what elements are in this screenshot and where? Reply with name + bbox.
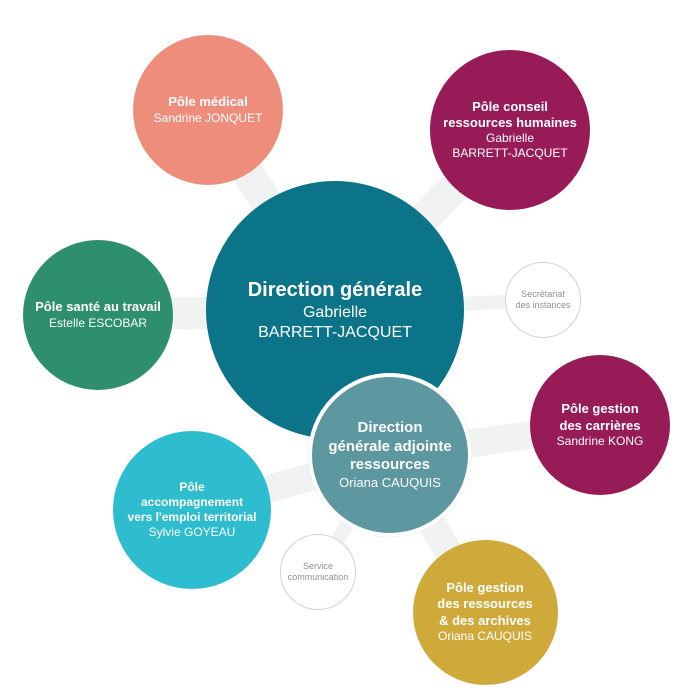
node-name: Oriana CAUQUIS xyxy=(438,629,532,644)
node-title: des carrières xyxy=(560,418,641,434)
node-name: Sandrine KONG xyxy=(557,434,644,449)
node-title: Pôle xyxy=(179,480,204,495)
node-pole-accompagnement: Pôle accompagnement vers l'emploi territ… xyxy=(113,431,271,589)
node-name: Sylvie GOYEAU xyxy=(149,525,236,540)
node-title: générale adjointe xyxy=(328,438,451,457)
node-title: Direction xyxy=(357,419,422,438)
node-pole-medical: Pôle médical Sandrine JONQUET xyxy=(133,35,283,185)
node-name: BARRETT-JACQUET xyxy=(452,146,567,161)
node-direction-adjointe: Direction générale adjointe ressources O… xyxy=(308,373,472,537)
node-title: Secrétariat xyxy=(521,289,565,300)
node-title: Pôle conseil xyxy=(472,99,548,115)
node-pole-sante-travail: Pôle santé au travail Estelle ESCOBAR xyxy=(23,240,173,390)
node-pole-archives: Pôle gestion des ressources & des archiv… xyxy=(413,540,558,685)
node-name: BARRETT-JACQUET xyxy=(258,323,412,343)
node-name: Estelle ESCOBAR xyxy=(49,316,147,331)
node-pole-conseil-rh: Pôle conseil ressources humaines Gabriel… xyxy=(430,50,590,210)
node-title: Pôle médical xyxy=(168,94,247,110)
node-title: Pôle gestion xyxy=(561,401,638,417)
org-bubble-diagram: Direction générale Gabrielle BARRETT-JAC… xyxy=(0,0,700,700)
node-title: ressources humaines xyxy=(443,115,577,131)
node-title: Service xyxy=(303,561,333,572)
node-name: Oriana CAUQUIS xyxy=(339,475,441,491)
node-title: accompagnement xyxy=(141,495,243,510)
node-title: Pôle gestion xyxy=(446,580,523,596)
node-name: Sandrine JONQUET xyxy=(154,111,263,126)
node-title: & des archives xyxy=(439,613,531,629)
node-title: ressources xyxy=(350,456,430,475)
node-secretariat: Secrétariat des instances xyxy=(505,262,581,338)
node-title: des ressources xyxy=(437,596,532,612)
node-name: Gabrielle xyxy=(486,131,534,146)
node-title: des instances xyxy=(515,300,570,311)
node-title: communication xyxy=(288,572,349,583)
node-communication: Service communication xyxy=(280,534,356,610)
node-title: vers l'emploi territorial xyxy=(128,510,257,525)
node-title: Direction générale xyxy=(248,278,423,303)
node-name: Gabrielle xyxy=(303,303,367,323)
node-pole-carrieres: Pôle gestion des carrières Sandrine KONG xyxy=(530,355,670,495)
node-title: Pôle santé au travail xyxy=(35,299,161,315)
